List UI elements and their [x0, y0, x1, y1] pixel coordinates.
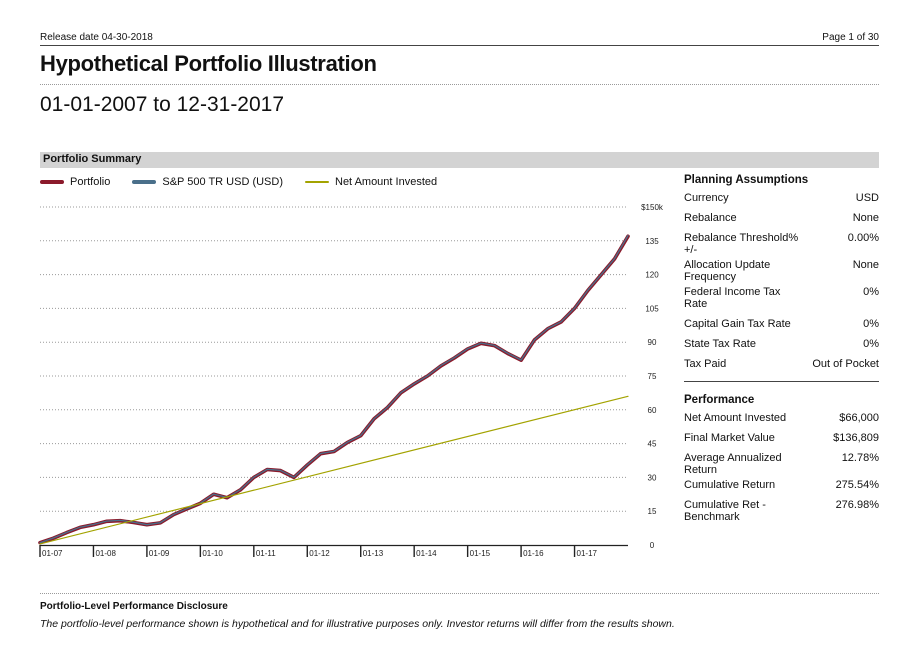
portfolio-line	[38, 234, 630, 545]
performance-row: Net Amount Invested $66,000	[684, 412, 879, 424]
planning-key: Rebalance Threshold% +/-	[684, 232, 799, 256]
performance-key: Average Annualized Return	[684, 452, 782, 476]
planning-assumptions-panel: Planning Assumptions Currency USD Rebalanc…	[684, 174, 879, 378]
legend-swatch-invested	[305, 181, 329, 183]
planning-rows: Currency USD Rebalance None Rebalance Thresh…	[684, 192, 879, 370]
planning-value: 0%	[863, 286, 879, 298]
legend-item-invested: Net Amount Invested	[305, 176, 437, 188]
panel-divider	[684, 381, 879, 382]
planning-row: Federal Income Tax Rate 0%	[684, 286, 879, 310]
x-tick-label: 01-13	[363, 549, 384, 558]
planning-row: Tax Paid Out of Pocket	[684, 358, 879, 370]
performance-value: 12.78%	[841, 452, 879, 464]
y-tick-label: 105	[645, 304, 659, 313]
x-tick-label: 01-14	[416, 549, 437, 558]
performance-panel: Performance Net Amount Invested $66,000 Fi…	[684, 394, 879, 531]
x-tick-label: 01-07	[42, 549, 63, 558]
section-header: Portfolio Summary	[40, 152, 879, 168]
planning-row: Currency USD	[684, 192, 879, 204]
disclosure-text: The portfolio-level performance shown is…	[40, 618, 675, 630]
header-rule	[40, 45, 879, 46]
y-tick-label: 0	[650, 541, 655, 550]
legend-label-portfolio: Portfolio	[70, 176, 111, 188]
legend-swatch-benchmark	[132, 180, 157, 184]
x-tick-label: 01-11	[256, 549, 276, 558]
planning-value: None	[852, 259, 879, 271]
y-tick-label: 90	[648, 338, 657, 347]
performance-row: Average Annualized Return 12.78%	[684, 452, 879, 476]
performance-value: $136,809	[833, 432, 879, 444]
x-tick-label: 01-09	[149, 549, 170, 558]
y-tick-label: 45	[648, 440, 657, 449]
performance-key: Cumulative Return	[684, 479, 776, 491]
planning-value: None	[852, 212, 879, 224]
performance-title: Performance	[684, 394, 755, 406]
release-date: Release date 04-30-2018	[40, 32, 153, 43]
legend-item-benchmark: S&P 500 TR USD (USD)	[132, 176, 283, 188]
y-tick-label: 120	[645, 271, 659, 280]
performance-key: Cumulative Ret - Benchmark	[684, 499, 766, 523]
disclosure-title: Portfolio-Level Performance Disclosure	[40, 601, 228, 612]
performance-key: Net Amount Invested	[684, 412, 787, 424]
performance-key: Final Market Value	[684, 432, 775, 444]
y-tick-label: 75	[648, 372, 657, 381]
x-tick-label: 01-16	[523, 549, 544, 558]
planning-row: Rebalance Threshold% +/- 0.00%	[684, 232, 879, 256]
chart-legend: Portfolio S&P 500 TR USD (USD) Net Amoun…	[40, 176, 459, 188]
legend-label-benchmark: S&P 500 TR USD (USD)	[162, 176, 283, 188]
legend-item-portfolio: Portfolio	[40, 176, 110, 188]
planning-value: 0%	[863, 318, 879, 330]
x-tick-label: 01-17	[577, 549, 598, 558]
disclosure-divider	[40, 593, 879, 594]
y-tick-label: 60	[648, 406, 657, 415]
y-tick-label: 30	[648, 473, 657, 482]
performance-row: Cumulative Ret - Benchmark 276.98%	[684, 499, 879, 523]
performance-row: Cumulative Return 275.54%	[684, 479, 879, 491]
title-divider	[40, 84, 879, 85]
planning-key: Federal Income Tax Rate	[684, 286, 781, 310]
planning-value: 0.00%	[847, 232, 879, 244]
performance-value: $66,000	[839, 412, 879, 424]
planning-row: Rebalance None	[684, 212, 879, 224]
planning-key: Tax Paid	[684, 358, 727, 370]
x-tick-label: 01-12	[309, 549, 330, 558]
legend-label-invested: Net Amount Invested	[335, 176, 438, 188]
benchmark-line	[39, 234, 629, 544]
planning-row: Allocation Update Frequency None	[684, 259, 879, 283]
page-number: Page 1 of 30	[822, 32, 879, 43]
y-tick-label: 135	[645, 237, 659, 246]
planning-row: Capital Gain Tax Rate 0%	[684, 318, 879, 330]
planning-key: Capital Gain Tax Rate	[684, 318, 791, 330]
planning-value: Out of Pocket	[812, 358, 879, 370]
x-tick-label: 01-10	[202, 549, 223, 558]
performance-value: 276.98%	[835, 499, 879, 511]
net-invested-line	[39, 395, 629, 545]
planning-value: 0%	[863, 338, 879, 350]
planning-title: Planning Assumptions	[684, 174, 809, 186]
page-title: Hypothetical Portfolio Illustration	[40, 51, 377, 76]
planning-key: Currency	[684, 192, 729, 204]
performance-rows: Net Amount Invested $66,000 Final Market V…	[684, 412, 879, 523]
section-title: Portfolio Summary	[43, 153, 142, 165]
x-tick-label: 01-08	[95, 549, 116, 558]
performance-value: 275.54%	[835, 479, 879, 491]
date-range: 01-01-2007 to 12-31-2017	[40, 93, 285, 116]
legend-swatch-portfolio	[40, 180, 64, 184]
y-tick-label: $150k	[641, 203, 664, 212]
planning-key: Rebalance	[684, 212, 737, 224]
planning-key: Allocation Update Frequency	[684, 259, 771, 283]
planning-value: USD	[855, 192, 879, 204]
planning-row: State Tax Rate 0%	[684, 338, 879, 350]
y-tick-label: 15	[648, 507, 657, 516]
x-tick-label: 01-15	[470, 549, 491, 558]
performance-row: Final Market Value $136,809	[684, 432, 879, 444]
planning-key: State Tax Rate	[684, 338, 756, 350]
